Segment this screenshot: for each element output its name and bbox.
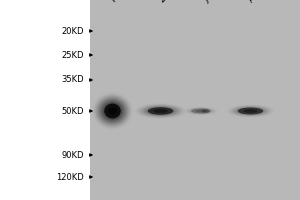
Ellipse shape [103, 102, 122, 120]
Ellipse shape [236, 107, 265, 115]
Ellipse shape [154, 109, 167, 113]
Ellipse shape [191, 108, 211, 114]
Text: 35KD: 35KD [61, 75, 84, 84]
Ellipse shape [97, 97, 128, 125]
Ellipse shape [202, 109, 209, 113]
Ellipse shape [100, 100, 124, 122]
Ellipse shape [196, 110, 206, 112]
Ellipse shape [96, 96, 129, 126]
Ellipse shape [140, 105, 181, 117]
Ellipse shape [234, 106, 267, 116]
Ellipse shape [102, 101, 123, 121]
Ellipse shape [148, 107, 173, 115]
Text: HepG2: HepG2 [109, 0, 136, 4]
Text: Jurkat: Jurkat [202, 0, 226, 4]
Text: 50KD: 50KD [61, 106, 84, 116]
Text: 120KD: 120KD [56, 172, 84, 182]
Text: 25KD: 25KD [61, 50, 84, 60]
Ellipse shape [104, 104, 121, 118]
Ellipse shape [203, 110, 208, 112]
Ellipse shape [190, 108, 212, 114]
Ellipse shape [244, 109, 257, 113]
Text: 90KD: 90KD [61, 150, 84, 160]
Text: 293: 293 [157, 0, 175, 4]
Ellipse shape [238, 108, 263, 114]
Ellipse shape [232, 106, 269, 116]
Ellipse shape [108, 107, 117, 115]
Text: A549: A549 [247, 0, 269, 4]
Ellipse shape [146, 107, 175, 115]
Ellipse shape [99, 99, 126, 123]
FancyBboxPatch shape [90, 0, 300, 200]
Ellipse shape [142, 105, 179, 117]
Ellipse shape [144, 106, 177, 116]
Text: 20KD: 20KD [61, 26, 84, 36]
Ellipse shape [98, 98, 127, 124]
